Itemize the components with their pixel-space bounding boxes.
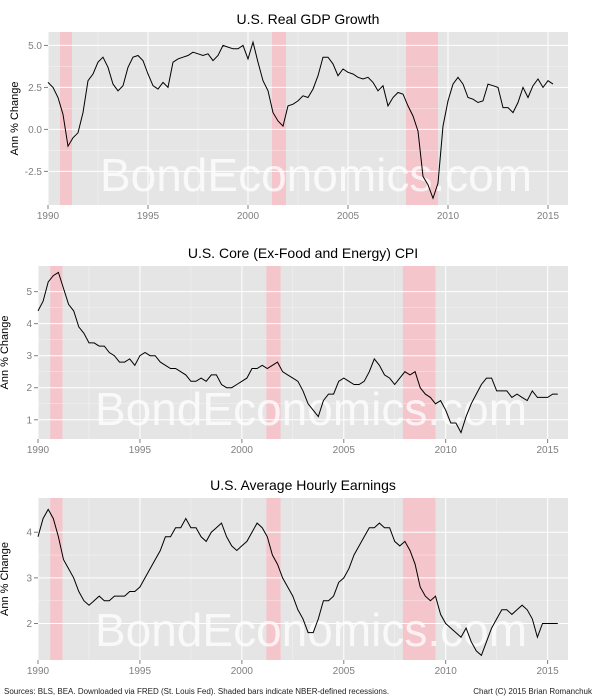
chart-title: U.S. Average Hourly Earnings [210, 477, 396, 493]
x-tick-label: 1995 [129, 445, 152, 456]
x-tick-label: 2010 [437, 211, 460, 222]
chart-title: U.S. Real GDP Growth [237, 11, 380, 27]
credit-note: Chart (C) 2015 Brian Romanchuk [473, 687, 592, 696]
y-tick-label: 4 [26, 319, 32, 330]
recession-bar [406, 32, 438, 205]
x-tick-label: 2015 [536, 445, 559, 456]
recession-bar [50, 498, 63, 660]
y-tick-label: 5 [26, 287, 32, 298]
panel-3: BondEconomics.com U.S. Average Hourly Ear… [0, 477, 568, 677]
x-tick-label: 1990 [37, 211, 60, 222]
recession-bar [266, 266, 281, 439]
watermark: BondEconomics.com [95, 604, 527, 656]
panel-2: BondEconomics.com U.S. Core (Ex-Food and … [0, 245, 568, 456]
recession-bar [50, 266, 63, 439]
recession-bar [272, 32, 286, 205]
recession-bar [402, 266, 436, 439]
panel-1: BondEconomics.com U.S. Real GDP Growth Ann… [9, 11, 568, 222]
y-axis-label: Ann % Change [9, 82, 21, 156]
y-tick-label: 1 [26, 415, 32, 426]
x-tick-label: 1990 [27, 445, 50, 456]
recession-bar [402, 498, 436, 660]
y-tick-label: 2 [26, 619, 32, 630]
y-axis-label: Ann % Change [0, 542, 11, 616]
recession-bar [266, 498, 281, 660]
recession-bar [60, 32, 72, 205]
x-tick-label: 2005 [337, 211, 360, 222]
x-tick-label: 2015 [536, 666, 559, 677]
x-tick-label: 2005 [333, 445, 356, 456]
series-line [37, 508, 558, 657]
x-tick-label: 1995 [137, 211, 160, 222]
y-axis-label: Ann % Change [0, 316, 11, 390]
x-tick-label: 2015 [537, 211, 560, 222]
y-tick-label: 0.0 [28, 125, 42, 136]
y-tick-label: 5.0 [28, 41, 42, 52]
x-tick-label: 1990 [27, 666, 50, 677]
plot-background [38, 266, 568, 439]
x-tick-label: 2000 [231, 445, 254, 456]
x-tick-label: 2010 [435, 666, 458, 677]
y-tick-label: 2 [26, 383, 32, 394]
series-line [37, 271, 558, 434]
y-tick-label: -2.5 [25, 167, 43, 178]
y-tick-label: 3 [26, 351, 32, 362]
chart-title: U.S. Core (Ex-Food and Energy) CPI [188, 245, 418, 261]
series-line [47, 40, 554, 200]
watermark: BondEconomics.com [95, 383, 527, 435]
x-tick-label: 2010 [435, 445, 458, 456]
plot-background [48, 32, 568, 205]
source-note: Sources: BLS, BEA. Downloaded via FRED (… [4, 687, 390, 696]
x-tick-label: 2000 [237, 211, 260, 222]
y-tick-label: 2.5 [28, 83, 42, 94]
y-tick-label: 3 [26, 573, 32, 584]
x-tick-label: 1995 [129, 666, 152, 677]
x-tick-label: 2005 [333, 666, 356, 677]
x-tick-label: 2000 [231, 666, 254, 677]
plot-background [38, 498, 568, 660]
watermark: BondEconomics.com [100, 149, 532, 201]
y-tick-label: 4 [26, 528, 32, 539]
